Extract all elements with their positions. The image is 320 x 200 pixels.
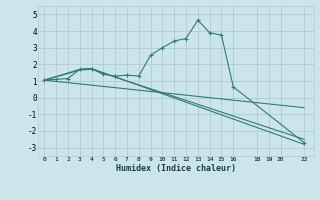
X-axis label: Humidex (Indice chaleur): Humidex (Indice chaleur)	[116, 164, 236, 173]
